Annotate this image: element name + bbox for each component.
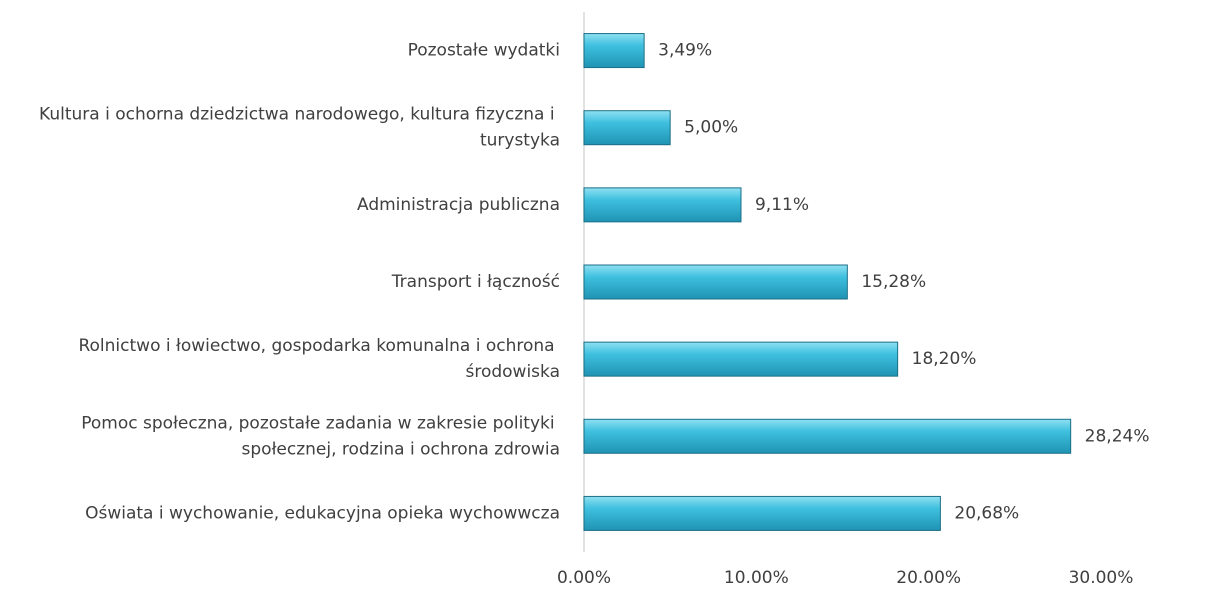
category-label: Rolnictwo i łowiectwo, gospodarka komuna… xyxy=(78,336,560,382)
category-label: Oświata i wychowanie, edukacyjna opieka … xyxy=(85,503,560,523)
bar xyxy=(583,418,1072,454)
bar xyxy=(583,187,742,223)
bar xyxy=(583,110,671,146)
value-label: 20,68% xyxy=(954,503,1019,523)
value-label: 9,11% xyxy=(755,195,809,215)
category-label: Pomoc społeczna, pozostałe zadania w zak… xyxy=(81,413,560,459)
bar xyxy=(583,33,645,69)
value-label: 28,24% xyxy=(1085,426,1150,446)
bar xyxy=(583,495,941,531)
x-tick-label: 0.00% xyxy=(557,568,611,588)
category-label: Administracja publiczna xyxy=(357,195,560,215)
bar xyxy=(583,264,848,300)
value-label: 5,00% xyxy=(684,118,738,138)
category-label: Transport i łączność xyxy=(391,272,560,292)
value-label: 18,20% xyxy=(912,349,977,369)
category-label: Kultura i ochorna dziedzictwa narodowego… xyxy=(39,105,560,151)
x-tick-label: 30.00% xyxy=(1069,568,1134,588)
x-tick-label: 20.00% xyxy=(896,568,961,588)
value-label: 3,49% xyxy=(658,41,712,61)
x-tick-label: 10.00% xyxy=(724,568,789,588)
bar xyxy=(583,341,899,377)
value-label: 15,28% xyxy=(861,272,926,292)
category-label: Pozostałe wydatki xyxy=(408,41,560,61)
